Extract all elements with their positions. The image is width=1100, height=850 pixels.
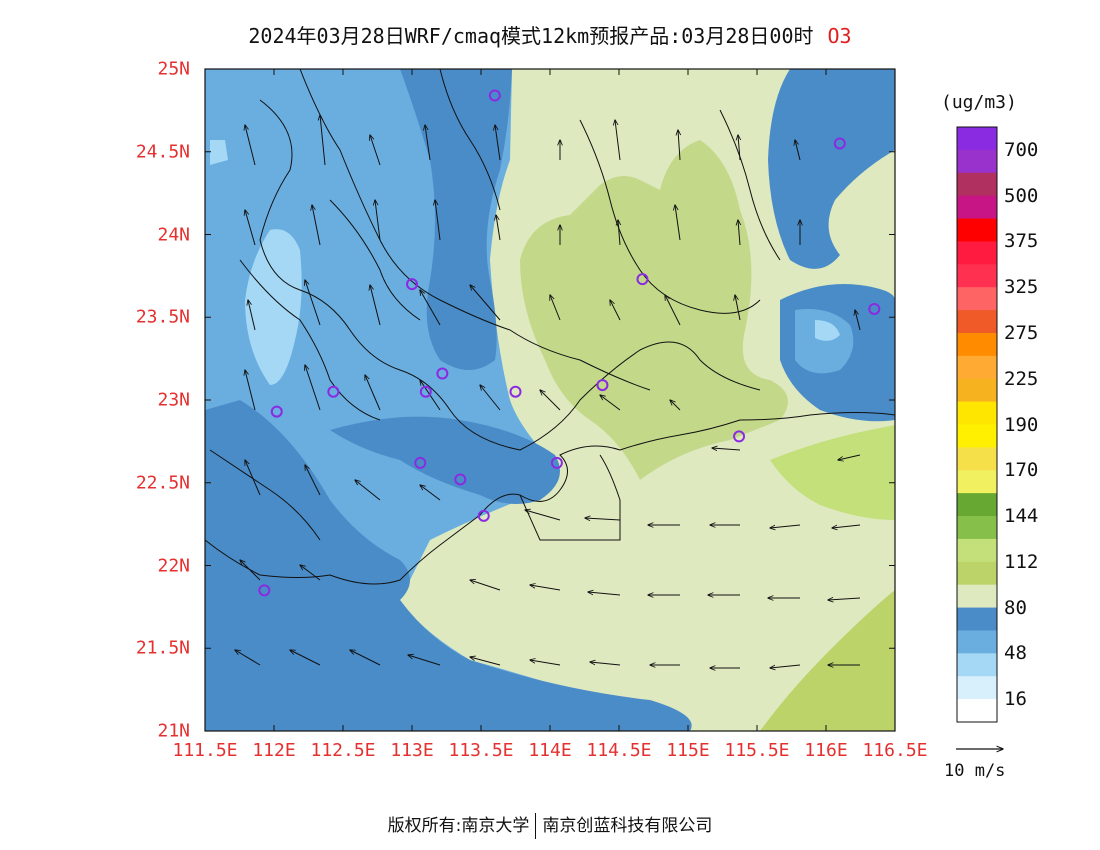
- colorbar-label: 325: [1004, 276, 1039, 299]
- lon-tick-label: 113E: [390, 740, 434, 761]
- species-label: O3: [827, 24, 852, 48]
- colorbar-segment: [957, 332, 997, 357]
- colorbar-segment: [957, 149, 997, 174]
- station-marker: [436, 367, 449, 380]
- colorbar-segment: [957, 424, 997, 448]
- station-marker: [833, 137, 846, 150]
- colorbar-frame: [956, 126, 998, 723]
- colorbar-segment: [957, 516, 997, 540]
- wind-vectors: [235, 115, 861, 668]
- station-marker: [868, 302, 881, 315]
- lon-tick-label: 114E: [528, 740, 572, 761]
- colorbar-label: 375: [1004, 230, 1039, 253]
- station-marker: [258, 584, 271, 597]
- colorbar-segment: [957, 241, 997, 265]
- colorbar-label: 80: [1004, 596, 1027, 619]
- colorbar-segment: [957, 127, 997, 151]
- tick-marks: [204, 68, 896, 732]
- station-marker: [419, 385, 432, 398]
- station-marker: [454, 473, 467, 486]
- colorbar-label: 112: [1004, 550, 1039, 573]
- colorbar-segment: [957, 378, 997, 403]
- station-marker: [270, 405, 283, 418]
- boundary-lines: [205, 69, 895, 585]
- monitoring-stations: [258, 89, 881, 597]
- colorbar-label: 16: [1004, 688, 1027, 711]
- lat-tick-label: 23N: [157, 389, 190, 411]
- colorbar-segment: [957, 584, 997, 608]
- station-marker: [509, 385, 522, 398]
- station-marker: [414, 456, 427, 469]
- station-marker: [550, 456, 563, 469]
- colorbar-segment: [957, 310, 997, 334]
- station-marker: [477, 509, 490, 522]
- colorbar-segment: [957, 172, 997, 197]
- colorbar-segment: [957, 447, 997, 471]
- lat-tick-label: 24.5N: [135, 141, 190, 163]
- lat-tick-label: 22.5N: [135, 472, 190, 494]
- colorbar-label: 190: [1004, 413, 1039, 436]
- footer-separator: [535, 813, 537, 839]
- colorbar-segment: [957, 195, 997, 219]
- colorbar-segment: [957, 630, 997, 654]
- colorbar-label: 144: [1004, 505, 1039, 528]
- colorbar-label: 700: [1004, 138, 1039, 161]
- colorbar-segment: [957, 653, 997, 677]
- chart-title: 2024年03月28日WRF/cmaq模式12km预报产品:03月28日00时 O…: [0, 20, 1100, 49]
- station-marker: [596, 379, 609, 392]
- footer-right: 南京创蓝科技有限公司: [542, 816, 713, 836]
- lon-tick-label: 111.5E: [172, 740, 238, 761]
- colorbar-segment: [957, 699, 997, 723]
- lon-tick-label: 115E: [666, 740, 710, 761]
- lat-tick-label: 22N: [157, 555, 190, 576]
- station-marker: [406, 278, 418, 291]
- colorbar-label: 225: [1004, 367, 1039, 390]
- lat-tick-label: 23.5N: [135, 306, 190, 328]
- lon-tick-label: 116E: [804, 740, 848, 761]
- concentration-field: [205, 69, 895, 731]
- wind-reference-label: 10 m/s: [944, 761, 1006, 781]
- lat-tick-label: 24N: [157, 224, 190, 245]
- colorbar-label: 275: [1004, 321, 1039, 344]
- colorbar-segment: [957, 676, 997, 700]
- colorbar-segment: [957, 538, 997, 563]
- colorbar-segment: [957, 264, 997, 288]
- colorbar-unit: (ug/m3): [941, 92, 1017, 113]
- colorbar: [956, 126, 998, 723]
- lon-tick-label: 116.5E: [862, 740, 928, 761]
- copyright-footer: 版权所有:南京大学 南京创蓝科技有限公司: [0, 811, 1100, 839]
- station-marker: [327, 385, 340, 398]
- lat-tick-label: 25N: [157, 58, 190, 80]
- lon-tick-label: 113.5E: [448, 740, 514, 761]
- colorbar-label: 500: [1004, 184, 1039, 207]
- colorbar-segment: [957, 493, 997, 517]
- lon-tick-label: 114.5E: [586, 740, 652, 761]
- footer-left: 版权所有:南京大学: [387, 816, 530, 836]
- colorbar-segment: [957, 287, 997, 311]
- lat-tick-label: 21.5N: [135, 637, 190, 659]
- station-marker: [488, 89, 501, 102]
- lon-tick-label: 115.5E: [724, 740, 790, 761]
- station-marker: [636, 273, 649, 286]
- lat-tick-label: 21N: [157, 720, 190, 742]
- colorbar-segment: [957, 401, 997, 425]
- station-marker: [733, 430, 746, 443]
- colorbar-label: 170: [1004, 459, 1039, 482]
- lon-tick-label: 112E: [252, 740, 296, 761]
- lon-tick-label: 112.5E: [310, 740, 376, 761]
- colorbar-segment: [957, 607, 997, 631]
- colorbar-label: 48: [1004, 642, 1027, 665]
- colorbar-segment: [957, 561, 997, 586]
- colorbar-segment: [957, 218, 997, 242]
- colorbar-segment: [957, 355, 997, 380]
- title-text: 2024年03月28日WRF/cmaq模式12km预报产品:03月28日00时: [248, 24, 814, 48]
- colorbar-segment: [957, 470, 997, 494]
